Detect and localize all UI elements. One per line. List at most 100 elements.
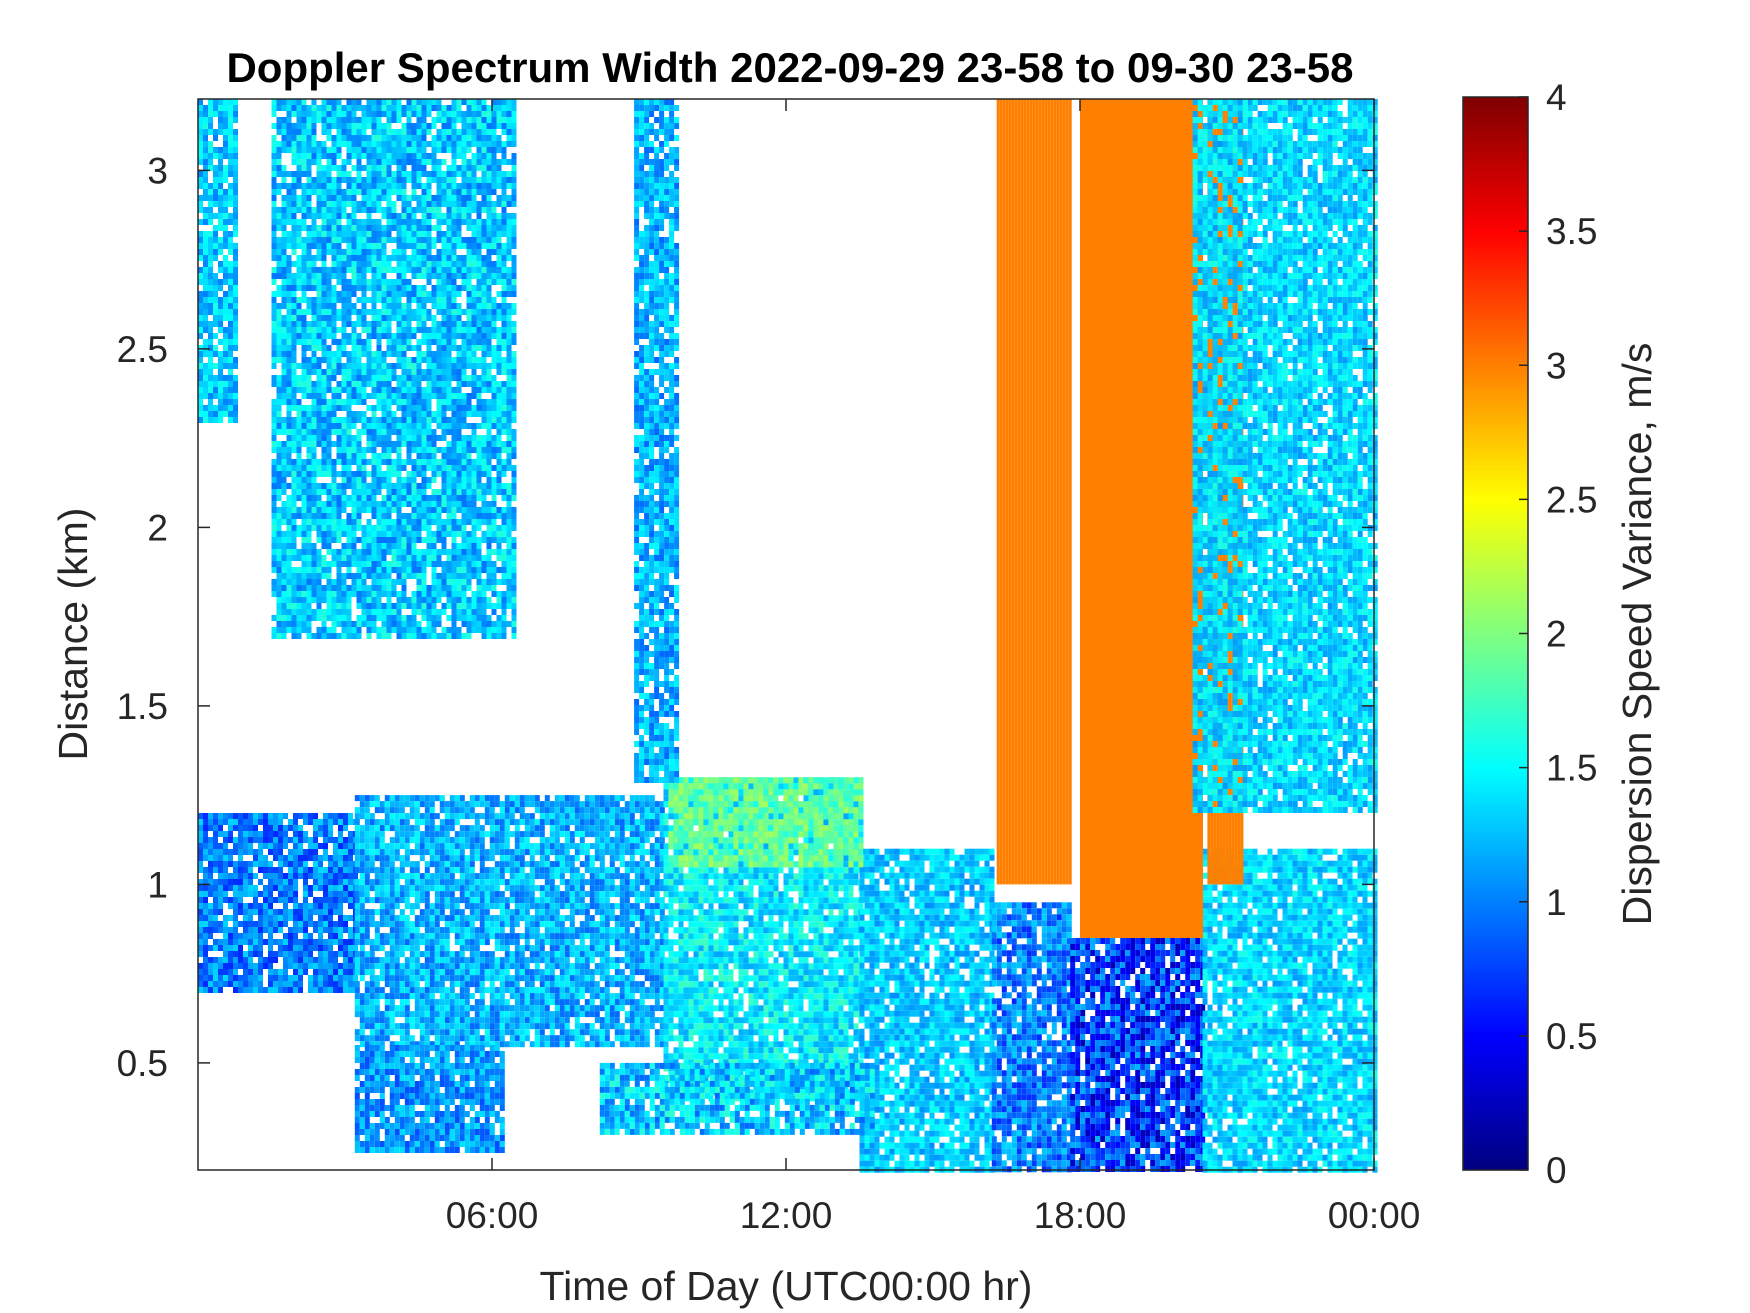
heatmap-cell <box>639 915 645 922</box>
heatmap-cell <box>584 849 590 856</box>
heatmap-cell <box>743 1047 749 1054</box>
heatmap-cell <box>708 1029 714 1036</box>
heatmap-cell <box>758 957 764 964</box>
heatmap-cell <box>639 807 645 814</box>
heatmap-cell <box>439 855 445 862</box>
heatmap-cell <box>449 999 455 1006</box>
heatmap-cell <box>768 879 774 886</box>
heatmap-cell <box>218 909 223 915</box>
heatmap-cell <box>464 891 470 898</box>
heatmap-cell <box>419 1005 425 1012</box>
heatmap-cell <box>464 1011 470 1018</box>
heatmap-cell <box>384 891 390 898</box>
heatmap-cell <box>293 879 298 885</box>
heatmap-cell <box>369 831 375 838</box>
heatmap-cell <box>429 831 435 838</box>
heatmap-cell <box>223 897 228 903</box>
heatmap-cell <box>559 975 565 982</box>
heatmap-cell <box>833 927 839 934</box>
heatmap-cell <box>504 1041 510 1048</box>
heatmap-cell <box>283 945 288 951</box>
heatmap-cell <box>278 885 283 891</box>
heatmap-cell <box>798 1011 804 1018</box>
heatmap-cell <box>479 825 485 832</box>
heatmap-cell <box>688 1053 694 1060</box>
heatmap-cell <box>369 909 375 916</box>
heatmap-cell <box>619 999 625 1006</box>
heatmap-cell <box>773 999 779 1006</box>
heatmap-cell <box>203 837 208 843</box>
heatmap-cell <box>808 921 814 928</box>
heatmap-cell <box>459 879 465 886</box>
heatmap-cell <box>464 993 470 1000</box>
heatmap-cell <box>644 1029 650 1036</box>
heatmap-cell <box>218 897 223 903</box>
heatmap-cell <box>414 885 420 892</box>
heatmap-cell <box>703 933 709 940</box>
heatmap-cell <box>579 1023 585 1030</box>
heatmap-cell <box>253 825 258 831</box>
heatmap-cell <box>579 825 585 832</box>
heatmap-cell <box>454 1041 460 1048</box>
heatmap-cell <box>654 909 660 916</box>
heatmap-cell <box>813 885 819 892</box>
heatmap-cell <box>718 963 724 970</box>
heatmap-cell <box>723 975 729 982</box>
heatmap-cell <box>544 1005 550 1012</box>
heatmap-cell <box>343 915 348 921</box>
heatmap-cell <box>238 885 243 891</box>
heatmap-cell <box>703 1029 709 1036</box>
heatmap-cell <box>333 939 338 945</box>
heatmap-cell <box>698 1041 704 1048</box>
heatmap-cell <box>404 987 410 994</box>
heatmap-cell <box>763 867 769 874</box>
heatmap-cell <box>489 813 495 820</box>
heatmap-cell <box>454 999 460 1006</box>
heatmap-cell <box>268 861 273 867</box>
heatmap-cell <box>389 909 395 916</box>
heatmap-cell <box>544 957 550 964</box>
heatmap-cell <box>783 993 789 1000</box>
heatmap-cell <box>733 1047 739 1054</box>
heatmap-cell <box>604 1011 610 1018</box>
heatmap-cell <box>748 1029 754 1036</box>
heatmap-cell <box>629 1017 635 1024</box>
heatmap-cell <box>338 909 343 915</box>
heatmap-cell <box>738 951 744 958</box>
heatmap-cell <box>604 909 610 916</box>
heatmap-cell <box>444 885 450 892</box>
heatmap-cell <box>683 951 689 958</box>
heatmap-cell <box>539 939 545 946</box>
heatmap-cell <box>833 1017 839 1024</box>
heatmap-cell <box>333 849 338 855</box>
heatmap-cell <box>258 861 263 867</box>
heatmap-cell <box>424 849 430 856</box>
heatmap-cell <box>263 903 268 909</box>
heatmap-cell <box>594 813 600 820</box>
heatmap-cell <box>298 939 303 945</box>
heatmap-cell <box>564 1029 570 1036</box>
heatmap-cell <box>808 1053 814 1060</box>
heatmap-cell <box>604 837 610 844</box>
heatmap-cell <box>773 921 779 928</box>
heatmap-cell <box>554 831 560 838</box>
heatmap-cell <box>589 885 595 892</box>
heatmap-cell <box>374 891 380 898</box>
heatmap-cell <box>218 921 223 927</box>
heatmap-cell <box>828 933 834 940</box>
heatmap-cell <box>268 891 273 897</box>
heatmap-cell <box>288 819 293 825</box>
heatmap-cell <box>564 861 570 868</box>
heatmap-cell <box>594 1011 600 1018</box>
heatmap-cell <box>644 897 650 904</box>
heatmap-cell <box>549 819 555 826</box>
heatmap-cell <box>444 957 450 964</box>
heatmap-cell <box>268 879 273 885</box>
heatmap-cell <box>693 1047 699 1054</box>
heatmap-cell <box>803 969 809 976</box>
heatmap-cell <box>569 879 575 886</box>
heatmap-cell <box>574 909 580 916</box>
heatmap-cell <box>733 999 739 1006</box>
heatmap-cell <box>228 873 233 879</box>
heatmap-cell <box>544 969 550 976</box>
